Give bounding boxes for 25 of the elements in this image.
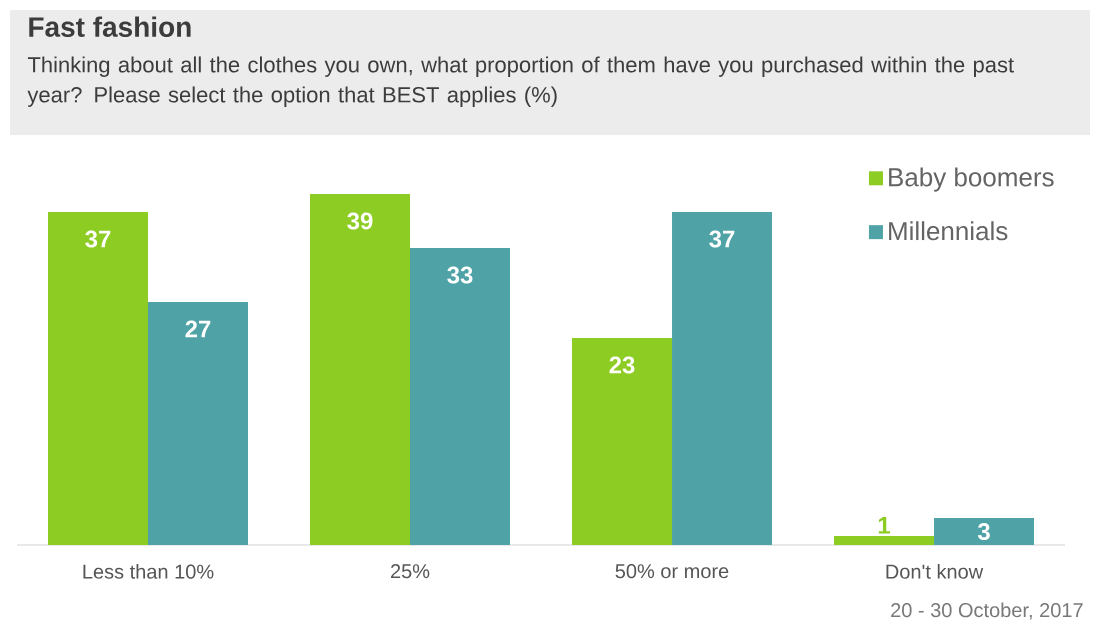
data-label: 1 [878,517,891,534]
bar [572,338,673,545]
bar [410,248,511,545]
chart-title: Fast fashion [29,16,191,37]
bar [48,212,149,545]
data-label: 33 [447,266,473,284]
data-label: 27 [185,320,211,338]
chart-subtitle: Thinking about all the clothes you own, what proportion of them have you purchased within the past year? Please select the option that BEST applies (%) [27,56,1014,107]
data-label: 37 [709,230,735,248]
bar [834,536,935,545]
data-label: 39 [347,212,373,230]
bar [934,518,1035,545]
legend-label: Millennials [889,221,1008,241]
data-label: 23 [609,356,635,374]
legend-label: Baby boomers [889,167,1054,192]
bar [148,302,249,545]
text: 20 - 30 October, 2017 [891,602,1083,620]
data-label: 37 [85,230,111,248]
data-label: 3 [977,523,990,541]
bar [310,194,411,545]
bar [672,212,773,545]
x-tick-label: Don't know [886,564,984,579]
x-tick-label: 25% [391,564,430,579]
x-tick-label: 50% or more [615,564,729,579]
x-tick-label: Less than 10% [83,564,214,579]
